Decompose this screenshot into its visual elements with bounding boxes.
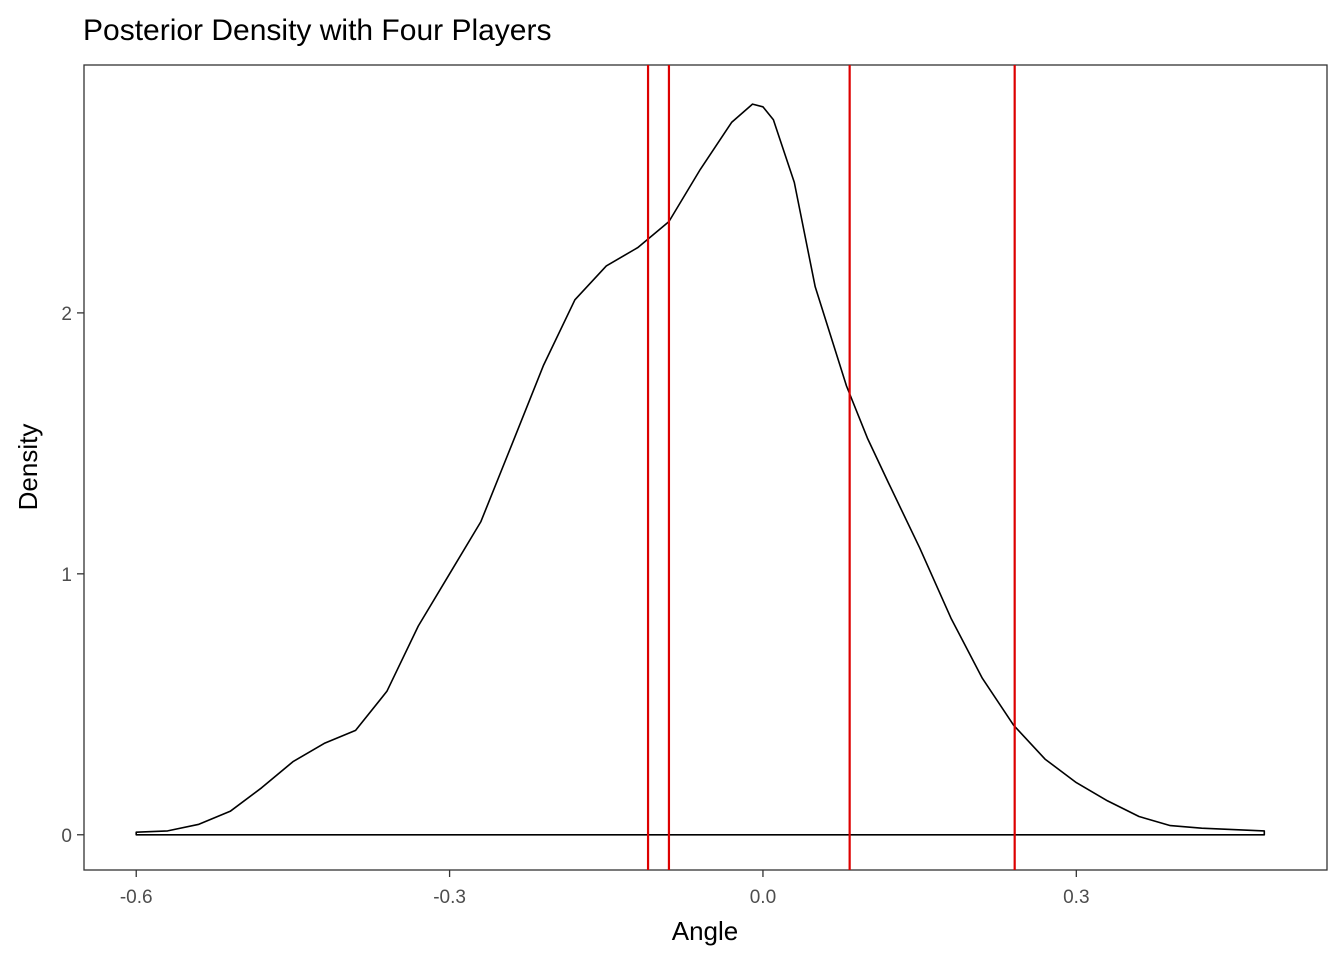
density-curve [135, 103, 1266, 836]
chart-title: Posterior Density with Four Players [83, 14, 552, 47]
x-tick-label: 0.3 [1063, 887, 1089, 908]
axis-layer: -0.6 -0.3 0.0 0.3 0 1 2 [61, 304, 1089, 908]
y-tick-label: 0 [61, 826, 72, 847]
x-tick-label: 0.0 [750, 887, 776, 908]
x-tick-label: -0.3 [433, 887, 466, 908]
y-tick-label: 1 [61, 565, 72, 586]
x-tick-label: -0.6 [120, 887, 153, 908]
plot-panel [83, 64, 1328, 871]
plot-layer [135, 65, 1266, 870]
x-axis-title: Angle [672, 916, 739, 946]
y-tick-label: 2 [61, 304, 72, 325]
y-axis-title: Density [13, 424, 43, 511]
